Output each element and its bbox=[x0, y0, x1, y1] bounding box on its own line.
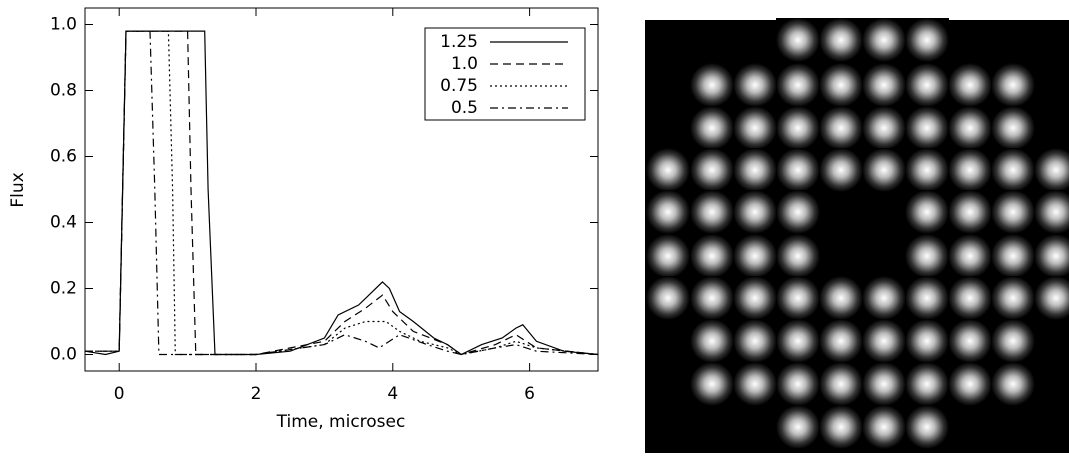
y-tick-label: 0.6 bbox=[50, 147, 77, 167]
spot bbox=[948, 234, 992, 278]
spot bbox=[991, 106, 1035, 150]
spot bbox=[905, 63, 949, 107]
spot bbox=[733, 106, 777, 150]
spot bbox=[905, 362, 949, 406]
spot bbox=[776, 106, 820, 150]
y-tick-label: 0.4 bbox=[50, 213, 77, 233]
spot bbox=[733, 234, 777, 278]
legend-label: 0.5 bbox=[451, 98, 478, 118]
spot bbox=[690, 319, 734, 363]
x-tick-label: 6 bbox=[524, 384, 535, 404]
spot bbox=[733, 148, 777, 192]
spot bbox=[905, 18, 949, 62]
legend-label: 1.25 bbox=[440, 32, 478, 52]
spot bbox=[862, 63, 906, 107]
spot bbox=[690, 362, 734, 406]
spot bbox=[646, 190, 690, 234]
spot bbox=[991, 319, 1035, 363]
spot bbox=[991, 63, 1035, 107]
spot bbox=[862, 148, 906, 192]
legend-label: 0.75 bbox=[440, 76, 478, 96]
spot bbox=[733, 63, 777, 107]
spot bbox=[646, 276, 690, 320]
spot bbox=[819, 63, 863, 107]
spot bbox=[905, 106, 949, 150]
spot bbox=[948, 190, 992, 234]
spot bbox=[776, 362, 820, 406]
spot bbox=[905, 234, 949, 278]
spot bbox=[862, 106, 906, 150]
spot bbox=[991, 276, 1035, 320]
spot bbox=[948, 63, 992, 107]
spot bbox=[862, 319, 906, 363]
spot bbox=[862, 362, 906, 406]
spot bbox=[690, 234, 734, 278]
spot bbox=[1034, 190, 1069, 234]
spot bbox=[948, 106, 992, 150]
spot bbox=[991, 234, 1035, 278]
x-tick-label: 4 bbox=[387, 384, 398, 404]
spot bbox=[1034, 148, 1069, 192]
spot bbox=[905, 276, 949, 320]
y-axis-label: Flux bbox=[8, 172, 28, 207]
spot bbox=[905, 148, 949, 192]
x-tick-label: 2 bbox=[251, 384, 262, 404]
spot bbox=[991, 362, 1035, 406]
spot bbox=[819, 276, 863, 320]
legend-label: 1.0 bbox=[451, 54, 478, 74]
spot bbox=[690, 276, 734, 320]
spot bbox=[776, 190, 820, 234]
spot bbox=[733, 319, 777, 363]
spot bbox=[862, 18, 906, 62]
spot bbox=[948, 319, 992, 363]
spot bbox=[948, 148, 992, 192]
y-tick-label: 0.2 bbox=[50, 279, 77, 299]
spot bbox=[862, 405, 906, 449]
spot bbox=[905, 405, 949, 449]
spot bbox=[948, 276, 992, 320]
spot bbox=[690, 190, 734, 234]
spot bbox=[862, 276, 906, 320]
spot bbox=[776, 276, 820, 320]
spot bbox=[819, 148, 863, 192]
spot bbox=[776, 18, 820, 62]
spot bbox=[1034, 276, 1069, 320]
spot bbox=[819, 106, 863, 150]
spot bbox=[905, 190, 949, 234]
spot bbox=[690, 63, 734, 107]
spot bbox=[991, 148, 1035, 192]
spot bbox=[819, 319, 863, 363]
spot bbox=[776, 234, 820, 278]
spot bbox=[646, 148, 690, 192]
spot bbox=[733, 276, 777, 320]
spot bbox=[948, 362, 992, 406]
spot bbox=[690, 148, 734, 192]
y-tick-label: 1.0 bbox=[50, 15, 77, 35]
figure: Time, microsec Flux 0 2 4 6 0.0 0.2 0.4 0.6 0.8 1… bbox=[0, 0, 1069, 453]
spot bbox=[733, 362, 777, 406]
spot bbox=[991, 190, 1035, 234]
y-tick-label: 0.0 bbox=[50, 345, 77, 365]
spot bbox=[776, 405, 820, 449]
spot bbox=[776, 63, 820, 107]
spot bbox=[1034, 234, 1069, 278]
y-tick-label: 0.8 bbox=[50, 81, 77, 101]
x-tick-label: 0 bbox=[114, 384, 125, 404]
spot bbox=[819, 405, 863, 449]
page: Time, microsec Flux 0 2 4 6 0.0 0.2 0.4 0.6 0.8 1… bbox=[0, 0, 1069, 457]
spot bbox=[776, 148, 820, 192]
spot bbox=[690, 106, 734, 150]
spot bbox=[819, 18, 863, 62]
spot bbox=[646, 234, 690, 278]
spot bbox=[733, 190, 777, 234]
spot bbox=[905, 319, 949, 363]
x-axis-label: Time, microsec bbox=[276, 412, 406, 432]
spot bbox=[819, 362, 863, 406]
spot bbox=[776, 319, 820, 363]
